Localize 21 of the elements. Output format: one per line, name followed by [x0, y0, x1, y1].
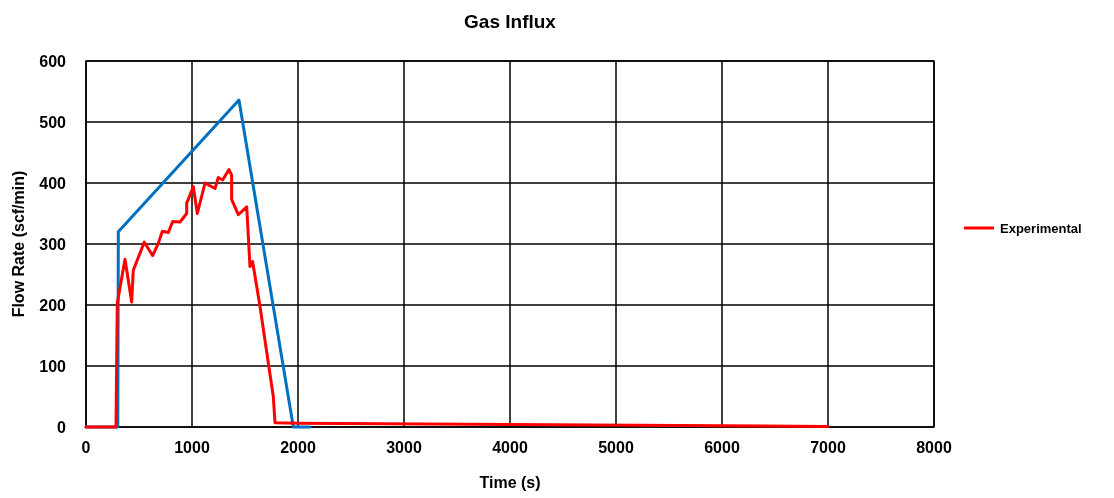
x-tick-label: 0 [81, 439, 91, 456]
x-tick-label: 6000 [704, 439, 740, 456]
x-tick-label: 8000 [916, 439, 952, 456]
y-axis-title: Flow Rate (scf/min) [10, 170, 27, 318]
y-tick-label: 100 [39, 358, 67, 375]
y-tick-label: 0 [57, 419, 67, 436]
y-tick-label: 200 [39, 297, 67, 314]
legend-label: Experimental [1000, 221, 1082, 236]
y-tick-label: 500 [39, 114, 67, 131]
chart-title: Gas Influx [464, 11, 557, 32]
x-tick-label: 7000 [810, 439, 846, 456]
x-axis-title: Time (s) [479, 474, 541, 491]
x-tick-label: 5000 [598, 439, 634, 456]
y-tick-label: 300 [39, 236, 67, 253]
line-series [84, 168, 830, 429]
y-tick-label: 600 [39, 53, 67, 70]
y-tick-label: 400 [39, 175, 67, 192]
x-tick-label: 3000 [386, 439, 422, 456]
x-tick-label: 2000 [280, 439, 316, 456]
x-tick-label: 4000 [492, 439, 528, 456]
x-tick-label: 1000 [174, 439, 210, 456]
